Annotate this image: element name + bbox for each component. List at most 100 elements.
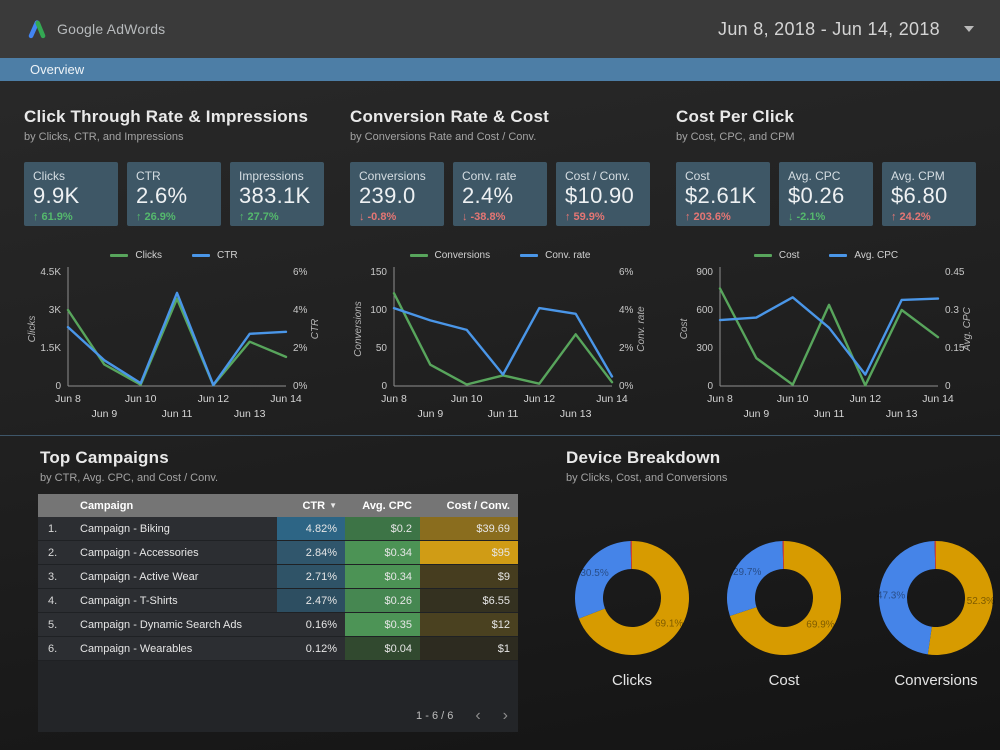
- ctr-value: 2.71%: [277, 565, 345, 588]
- arrow-icon: ↑: [33, 211, 39, 223]
- scorecard-cost: Cost $2.61K ↑ 203.6%: [676, 162, 770, 226]
- table-row[interactable]: 2. Campaign - Accessories 2.84% $0.34 $9…: [38, 541, 518, 565]
- donut-title: Conversions: [894, 672, 978, 689]
- tab-overview[interactable]: Overview: [30, 62, 85, 77]
- row-index: 5.: [48, 618, 58, 631]
- app-header: Google AdWords Jun 8, 2018 - Jun 14, 201…: [0, 0, 1000, 58]
- section-divider: [0, 435, 1000, 436]
- scorecard-ctr: CTR 2.6% ↑ 26.9%: [127, 162, 221, 226]
- svg-text:150: 150: [370, 267, 387, 278]
- scorecard-delta: ↑ 27.7%: [239, 211, 279, 223]
- arrow-icon: ↓: [462, 211, 468, 223]
- legend-item: Conv. rate: [520, 250, 590, 261]
- date-range-picker[interactable]: Jun 8, 2018 - Jun 14, 2018: [718, 19, 974, 40]
- svg-text:Jun 11: Jun 11: [488, 408, 519, 420]
- scorecard-label: Cost / Conv.: [565, 169, 631, 183]
- svg-text:Jun 10: Jun 10: [125, 393, 157, 405]
- svg-text:CTR: CTR: [310, 319, 321, 340]
- scorecards: Cost $2.61K ↑ 203.6% Avg. CPC $0.26 ↓ -2.1…: [676, 162, 976, 226]
- chart-legend: Clicks CTR: [24, 248, 324, 262]
- svg-text:0: 0: [945, 381, 951, 392]
- legend-swatch-icon: [753, 253, 772, 257]
- svg-text:4.5K: 4.5K: [40, 267, 61, 278]
- svg-text:600: 600: [696, 305, 713, 316]
- donut-chart-svg: 69.9% 29.7%: [727, 541, 841, 655]
- scorecard-cost-per-conv: Cost / Conv. $10.90 ↑ 59.9%: [556, 162, 650, 226]
- donut-chart-conversions: 52.3% 47.3% Conversions: [870, 532, 1000, 689]
- arrow-icon: ↑: [136, 211, 142, 223]
- column-cost-per-conv[interactable]: Cost / Conv.: [446, 499, 510, 512]
- scorecard-delta: ↑ 26.9%: [136, 211, 176, 223]
- campaign-name: Campaign - Dynamic Search Ads: [80, 618, 243, 631]
- metrics-row: Click Through Rate & Impressions by Clic…: [24, 107, 976, 431]
- donut-title: Clicks: [612, 672, 652, 689]
- section-title: Device Breakdown: [566, 448, 721, 467]
- section-subtitle: by Clicks, Cost, and Conversions: [566, 472, 728, 484]
- scorecard-label: Avg. CPC: [788, 169, 841, 183]
- row-index: 3.: [48, 570, 58, 583]
- svg-text:Jun 12: Jun 12: [850, 393, 882, 405]
- scorecard-delta: ↑ 203.6%: [685, 211, 731, 223]
- section-subtitle: by Cost, CPC, and CPM: [676, 131, 795, 143]
- chevron-right-icon[interactable]: ›: [502, 707, 508, 724]
- row-index: 6.: [48, 642, 58, 655]
- scorecard-conv-rate: Conv. rate 2.4% ↓ -38.8%: [453, 162, 547, 226]
- avg-cpc-value: $0.35: [345, 613, 420, 636]
- svg-text:Jun 10: Jun 10: [451, 393, 483, 405]
- scorecard-value: $2.61K: [685, 183, 757, 208]
- scorecard-value: 2.4%: [462, 183, 514, 208]
- svg-text:Conv. rate: Conv. rate: [636, 306, 647, 352]
- date-range-text: Jun 8, 2018 - Jun 14, 2018: [718, 18, 940, 39]
- svg-text:69.9%: 69.9%: [806, 619, 834, 630]
- scorecards: Conversions 239.0 ↓ -0.8% Conv. rate 2.4%…: [350, 162, 650, 226]
- legend-item: Avg. CPC: [829, 250, 898, 261]
- svg-text:Jun 11: Jun 11: [162, 408, 193, 420]
- column-campaign[interactable]: Campaign: [80, 499, 134, 512]
- scorecard-value: $6.80: [891, 183, 948, 208]
- legend-swatch-icon: [110, 253, 129, 257]
- campaign-name: Campaign - Active Wear: [80, 570, 199, 583]
- svg-text:0.15: 0.15: [945, 343, 965, 354]
- scorecard-clicks: Clicks 9.9K ↑ 61.9%: [24, 162, 118, 226]
- svg-text:Clicks: Clicks: [27, 316, 38, 343]
- ctr-value: 0.16%: [305, 618, 337, 631]
- avg-cpc-value: $0.34: [345, 541, 420, 564]
- svg-text:3K: 3K: [49, 305, 62, 316]
- campaign-name: Campaign - Wearables: [80, 642, 193, 655]
- donut-chart-svg: 69.1% 30.5%: [575, 541, 689, 655]
- table-row[interactable]: 5. Campaign - Dynamic Search Ads 0.16% $…: [38, 613, 518, 637]
- arrow-icon: ↓: [788, 211, 794, 223]
- table-row[interactable]: 3. Campaign - Active Wear 2.71% $0.34 $9: [38, 565, 518, 589]
- svg-text:29.7%: 29.7%: [733, 567, 761, 578]
- ctr-value: 2.84%: [277, 541, 345, 564]
- column-avg-cpc[interactable]: Avg. CPC: [362, 499, 412, 512]
- cost-per-conv-value: $95: [420, 541, 518, 564]
- svg-text:100: 100: [370, 305, 387, 316]
- legend-item: Clicks: [110, 250, 162, 261]
- svg-text:0: 0: [55, 381, 61, 392]
- chart-legend: Cost Avg. CPC: [676, 248, 976, 262]
- scorecard-value: 383.1K: [239, 183, 311, 208]
- svg-text:6%: 6%: [293, 267, 308, 278]
- ctr-value: 4.82%: [277, 517, 345, 540]
- chevron-left-icon[interactable]: ‹: [475, 707, 481, 724]
- scorecard-label: Impressions: [239, 169, 304, 183]
- table-row[interactable]: 4. Campaign - T-Shirts 2.47% $0.26 $6.55: [38, 589, 518, 613]
- report-canvas: Click Through Rate & Impressions by Clic…: [0, 81, 1000, 750]
- scorecard-value: 239.0: [359, 183, 416, 208]
- svg-text:Jun 14: Jun 14: [270, 393, 302, 405]
- pagination-range: 1 - 6 / 6: [416, 710, 454, 722]
- svg-text:Jun 14: Jun 14: [922, 393, 954, 405]
- table-row[interactable]: 6. Campaign - Wearables 0.12% $0.04 $1: [38, 637, 518, 661]
- scorecard-avg-cpm: Avg. CPM $6.80 ↑ 24.2%: [882, 162, 976, 226]
- cost-per-conv-value: $1: [420, 637, 518, 660]
- svg-text:Jun 14: Jun 14: [596, 393, 628, 405]
- svg-text:6%: 6%: [619, 267, 634, 278]
- svg-text:Jun 12: Jun 12: [198, 393, 230, 405]
- logo: Google AdWords: [26, 18, 165, 40]
- table-row[interactable]: 1. Campaign - Biking 4.82% $0.2 $39.69: [38, 517, 518, 541]
- svg-text:Conversions: Conversions: [353, 301, 364, 357]
- section-title: Conversion Rate & Cost: [350, 107, 549, 126]
- column-ctr[interactable]: CTR ▼: [302, 499, 337, 512]
- ctr-value: 0.12%: [305, 642, 337, 655]
